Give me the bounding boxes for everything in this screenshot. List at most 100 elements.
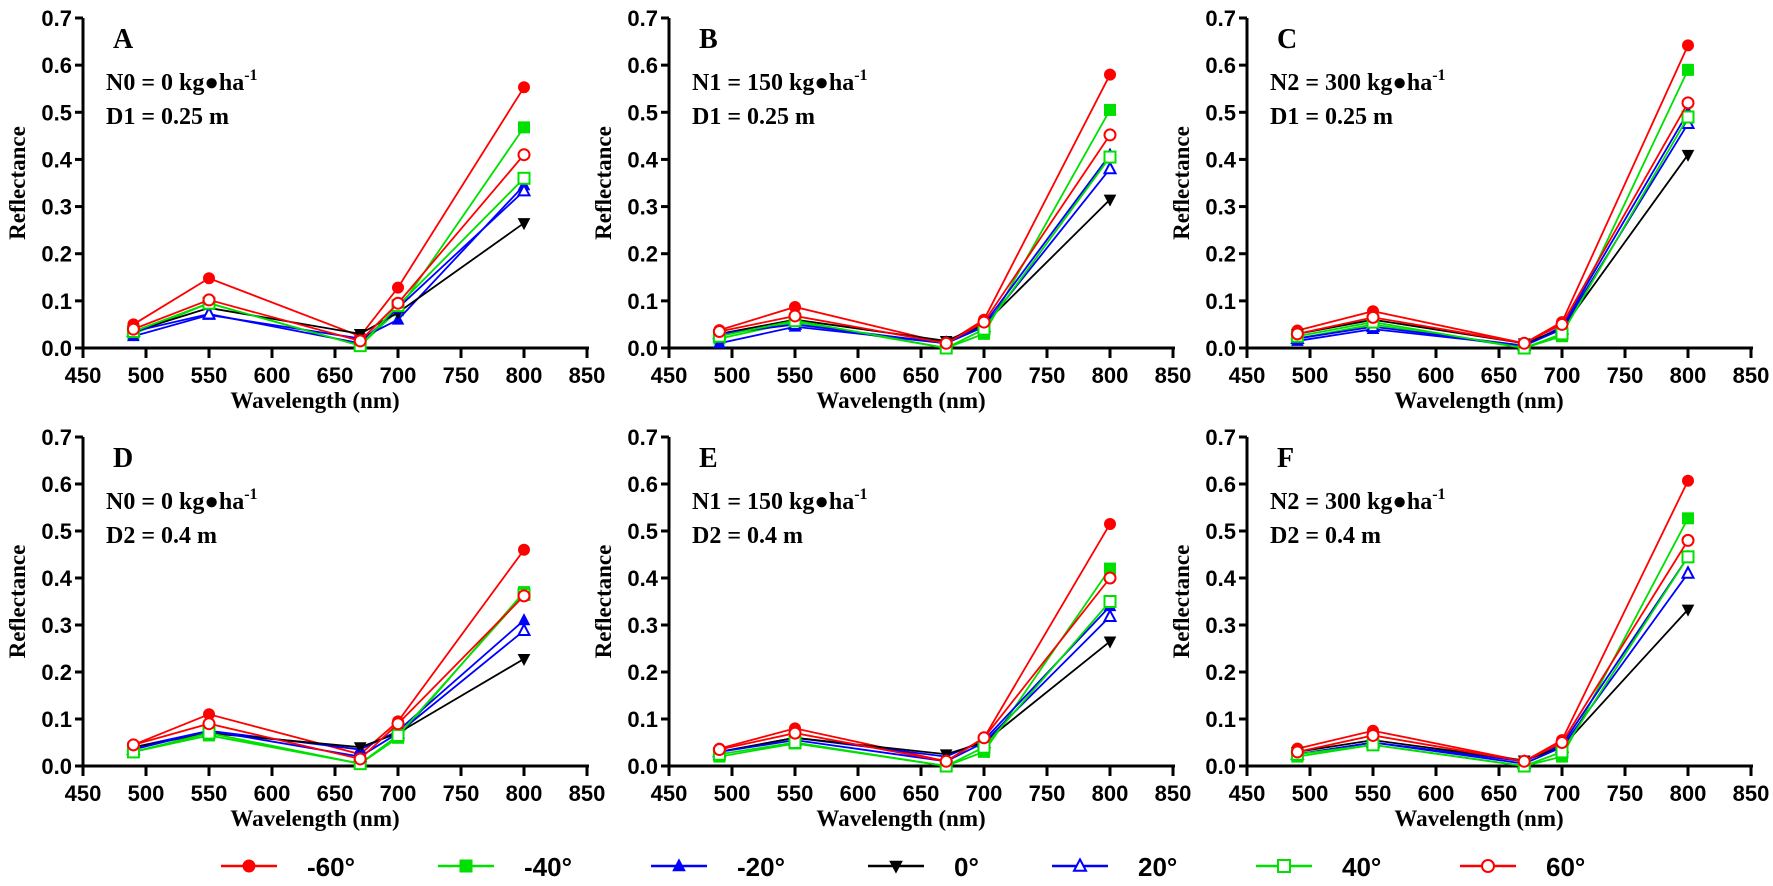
data-point bbox=[1682, 39, 1694, 52]
x-tick-label: 550 bbox=[1355, 781, 1392, 806]
panel-b: 0.0 0.1 0.2 0.3 0.4 0.5 0.6 0.7 450 500 550 600 650 7… bbox=[591, 6, 1191, 413]
x-tick-label: 550 bbox=[191, 781, 228, 806]
nitrogen-rate: N1 = 150 kg●ha bbox=[692, 489, 854, 515]
data-point bbox=[1681, 604, 1695, 617]
legend-label: -40° bbox=[524, 852, 572, 882]
data-point bbox=[518, 543, 530, 556]
y-tick-label: 0.6 bbox=[627, 53, 658, 78]
legend-item: 0° bbox=[868, 852, 979, 882]
x-tick-label: 850 bbox=[569, 781, 606, 806]
x-tick-label: 850 bbox=[1733, 363, 1770, 388]
data-point bbox=[939, 336, 953, 350]
unit-superscript: -1 bbox=[244, 486, 257, 503]
x-axis-title: Wavelength (nm) bbox=[816, 806, 985, 831]
panel-letter: B bbox=[699, 24, 718, 55]
data-point bbox=[1104, 517, 1116, 530]
y-tick-label: 0.3 bbox=[627, 195, 658, 220]
depth-label: D1 = 0.25 m bbox=[106, 104, 229, 130]
data-point bbox=[977, 731, 991, 745]
data-point bbox=[1103, 595, 1117, 608]
series-60deg bbox=[1290, 96, 1695, 350]
data-point bbox=[1555, 317, 1569, 331]
data-point bbox=[1102, 608, 1118, 622]
x-tick-label: 750 bbox=[1607, 363, 1644, 388]
y-tick-label: 0.4 bbox=[1205, 566, 1236, 591]
unit-superscript: -1 bbox=[244, 67, 257, 84]
series--20deg bbox=[1291, 549, 1695, 767]
series--60deg bbox=[713, 517, 1116, 768]
data-point bbox=[1103, 571, 1117, 585]
panel-c: 0.0 0.1 0.2 0.3 0.4 0.5 0.6 0.7 450 500 550 600 650 7… bbox=[1169, 6, 1769, 413]
depth-label: D2 = 0.4 m bbox=[106, 523, 217, 549]
data-point bbox=[202, 293, 216, 307]
data-point bbox=[517, 589, 531, 603]
unit-superscript: -1 bbox=[1432, 486, 1445, 503]
data-point bbox=[1555, 736, 1569, 749]
x-tick-label: 650 bbox=[317, 363, 354, 388]
data-point bbox=[203, 272, 215, 285]
series-line bbox=[133, 619, 525, 751]
nitrogen-rate: N2 = 300 kg●ha bbox=[1270, 70, 1432, 96]
y-tick-label: 0.2 bbox=[1205, 242, 1236, 267]
data-point bbox=[1102, 160, 1118, 175]
x-tick-label: 700 bbox=[966, 781, 1003, 806]
x-tick-label: 700 bbox=[380, 781, 417, 806]
data-point bbox=[516, 182, 532, 197]
legend: -60° -40° -20° 0° 20° 40° 60° bbox=[221, 852, 1585, 882]
y-tick-label: 0.5 bbox=[1205, 519, 1236, 544]
x-tick-label: 750 bbox=[443, 363, 480, 388]
series-40deg bbox=[712, 595, 1117, 773]
legend-label: -60° bbox=[307, 852, 355, 882]
x-tick-label: 600 bbox=[840, 363, 877, 388]
series-line bbox=[1297, 111, 1689, 347]
y-axis-title: Reflectance bbox=[1169, 126, 1194, 240]
data-point bbox=[1681, 533, 1695, 547]
y-tick-label: 0.2 bbox=[1205, 660, 1236, 685]
y-tick-label: 0.3 bbox=[627, 613, 658, 638]
data-point bbox=[353, 752, 367, 766]
y-tick-label: 0.7 bbox=[41, 425, 72, 450]
x-tick-label: 750 bbox=[1029, 781, 1066, 806]
data-point bbox=[518, 81, 530, 94]
series-20deg bbox=[1290, 565, 1696, 770]
series--40deg bbox=[713, 562, 1116, 772]
data-point bbox=[1682, 512, 1694, 525]
data-point bbox=[517, 171, 531, 185]
data-point bbox=[1103, 636, 1117, 649]
legend-item: -40° bbox=[438, 852, 572, 882]
data-point bbox=[517, 218, 531, 231]
y-tick-label: 0.1 bbox=[627, 707, 658, 732]
x-tick-label: 450 bbox=[65, 781, 102, 806]
panel-e: 0.0 0.1 0.2 0.3 0.4 0.5 0.6 0.7 450 500 550 600 650 7… bbox=[591, 425, 1191, 831]
panel-letter: E bbox=[699, 443, 718, 474]
series-60deg bbox=[126, 148, 531, 348]
x-tick-label: 500 bbox=[128, 363, 165, 388]
x-tick-label: 550 bbox=[191, 363, 228, 388]
nitrogen-rate: N0 = 0 kg●ha bbox=[106, 489, 244, 515]
depth-label: D2 = 0.4 m bbox=[692, 523, 803, 549]
data-point bbox=[1366, 310, 1380, 324]
data-point bbox=[1681, 550, 1695, 564]
data-point bbox=[1681, 96, 1695, 110]
unit-superscript: -1 bbox=[854, 486, 867, 503]
data-point bbox=[1680, 565, 1696, 579]
x-tick-label: 450 bbox=[651, 781, 688, 806]
x-axis-title: Wavelength (nm) bbox=[1394, 806, 1563, 831]
y-tick-label: 0.3 bbox=[41, 613, 72, 638]
depth-label: D1 = 0.25 m bbox=[692, 104, 815, 130]
x-tick-label: 550 bbox=[777, 781, 814, 806]
nitrogen-rate: N2 = 300 kg●ha bbox=[1270, 489, 1432, 515]
data-point bbox=[788, 726, 802, 740]
treatment-label: N2 = 300 kg●ha-1 bbox=[1270, 486, 1446, 515]
x-tick-label: 650 bbox=[903, 363, 940, 388]
data-point bbox=[516, 622, 532, 637]
y-tick-label: 0.2 bbox=[41, 242, 72, 267]
x-axis-title: Wavelength (nm) bbox=[230, 806, 399, 831]
panel-a: 0.0 0.1 0.2 0.3 0.4 0.5 0.6 0.7 450 500 550 600 650 7… bbox=[5, 6, 605, 413]
y-tick-label: 0.4 bbox=[1205, 147, 1236, 172]
depth-label: D2 = 0.4 m bbox=[1270, 523, 1381, 549]
y-tick-label: 0.4 bbox=[627, 566, 658, 591]
y-tick-label: 0.0 bbox=[41, 754, 72, 779]
y-tick-label: 0.7 bbox=[1205, 425, 1236, 450]
x-tick-label: 700 bbox=[966, 363, 1003, 388]
